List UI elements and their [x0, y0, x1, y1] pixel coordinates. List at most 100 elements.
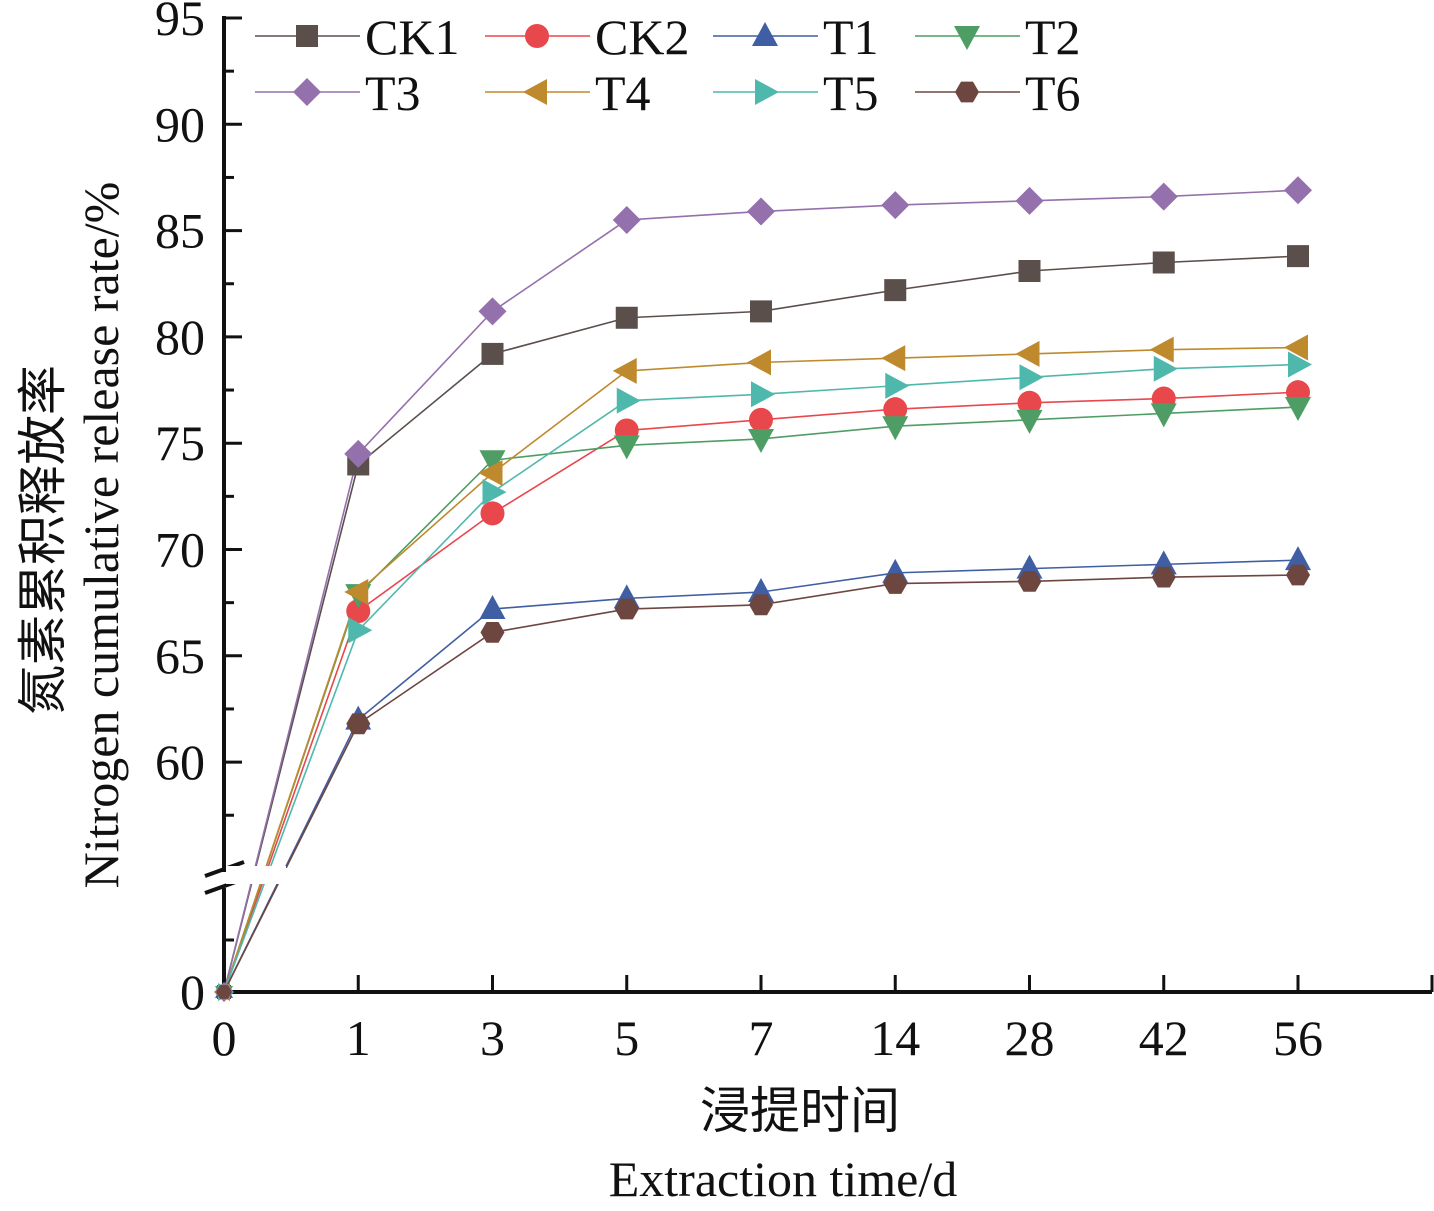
x-axis-title-cn: 浸提时间: [700, 1083, 900, 1139]
data-point-t5: [1288, 351, 1312, 378]
data-point-t3: [747, 197, 775, 226]
legend-item-t4: T4: [485, 65, 651, 121]
data-point-t3: [478, 297, 507, 326]
legend-label: T6: [1025, 65, 1081, 121]
data-point-t4: [881, 345, 906, 372]
data-point-ck2: [346, 599, 371, 624]
data-point-t5: [482, 479, 507, 506]
data-point-t3: [881, 191, 910, 220]
data-point-t6: [614, 598, 639, 620]
data-point-t5: [348, 617, 373, 644]
axes: 0 1 3 5 7 14 28 42 56 60 65 70 75 80 85 90 95 0: [155, 0, 1434, 1066]
legend-label: CK2: [595, 9, 689, 65]
legend-item-t5: T5: [713, 65, 879, 121]
legend-marker-ck2-icon: [525, 24, 549, 48]
y-tick-label: 70: [155, 522, 205, 578]
data-point-t2: [1150, 403, 1177, 428]
data-point-ck2: [1017, 390, 1042, 415]
data-point-ck1: [481, 342, 504, 365]
data-point-t6: [480, 622, 505, 643]
series-line-t6: [223, 574, 1299, 993]
data-point-t6: [1286, 564, 1310, 586]
series-markers: [214, 176, 1312, 1002]
y-tick-label: 85: [155, 203, 205, 259]
legend-marker-t4-icon: [523, 79, 547, 105]
legend-label: T5: [823, 65, 879, 121]
x-tick-label: 7: [749, 1010, 774, 1066]
x-tick-label: 28: [1005, 1010, 1055, 1066]
data-point-t6: [1017, 571, 1042, 592]
data-point-t3: [612, 205, 641, 234]
data-point-t2: [748, 428, 774, 453]
series-line-ck2: [223, 391, 1299, 993]
data-point-t4: [1015, 340, 1040, 367]
data-point-t4: [478, 459, 503, 486]
legend-marker-t2-icon: [954, 26, 980, 50]
x-tick-label: 14: [870, 1010, 920, 1066]
axis-titles: 浸提时间 Extraction time/d 氮素累积释放率 Nitrogen …: [15, 182, 957, 1207]
legend-marker-t5-icon: [755, 79, 779, 105]
data-point-t2: [479, 450, 506, 475]
legend-label: T3: [365, 65, 421, 121]
data-point-ck1: [750, 300, 772, 323]
data-point-t2: [1285, 397, 1311, 422]
data-point-t3: [1015, 186, 1044, 215]
legend-item-ck2: CK2: [485, 9, 689, 65]
data-point-ck1: [884, 279, 907, 302]
y-tick-label: 60: [155, 734, 205, 790]
legend-item-ck1: CK1: [255, 9, 459, 65]
data-point-ck1: [615, 306, 638, 329]
legend-label: T1: [823, 9, 879, 65]
x-tick-label: 56: [1273, 1010, 1323, 1066]
legend-item-t6: T6: [915, 65, 1081, 121]
x-tick-label: 42: [1139, 1010, 1189, 1066]
legend-item-t2: T2: [915, 9, 1081, 65]
x-tick-label: 1: [346, 1010, 371, 1066]
data-point-t5: [751, 381, 775, 408]
data-point-ck1: [1018, 259, 1041, 282]
legend-item-t1: T1: [713, 9, 879, 65]
y-tick-label: 95: [155, 0, 205, 46]
axis-break-mark: [204, 860, 245, 878]
data-point-t4: [747, 349, 771, 376]
data-point-t6: [883, 573, 908, 594]
data-point-ck1: [1152, 251, 1175, 274]
data-point-t6: [216, 985, 232, 999]
y-tick-label: 90: [155, 96, 205, 152]
series-line-t1: [223, 559, 1299, 993]
x-tick-label: 5: [614, 1010, 639, 1066]
legend: CK1 CK2 T1 T2 T3 T4 T5 T6: [255, 9, 1081, 121]
legend-item-t3: T3: [255, 65, 421, 121]
legend-label: CK1: [365, 9, 459, 65]
legend-marker-t3-icon: [293, 78, 321, 106]
data-point-t6: [346, 713, 371, 735]
data-point-t3: [1284, 176, 1312, 205]
y-tick-label: 80: [155, 309, 205, 365]
x-tick-label: 0: [212, 1010, 237, 1066]
y-axis-title-cn: 氮素累积释放率: [15, 365, 71, 715]
data-point-t5: [1019, 364, 1044, 391]
y-tick-label: 0: [180, 964, 205, 1020]
x-axis-title: Extraction time/d: [609, 1151, 958, 1207]
data-point-ck2: [883, 397, 908, 422]
data-point-t3: [344, 439, 373, 468]
data-point-t5: [616, 387, 641, 414]
legend-marker-t1-icon: [752, 22, 778, 46]
data-point-t6: [749, 594, 773, 616]
y-tick-label: 65: [155, 628, 205, 684]
data-point-t2: [1016, 409, 1043, 434]
data-point-t1: [1285, 546, 1311, 571]
y-axis-title: Nitrogen cumulative release rate/%: [73, 182, 129, 889]
axis-break-gap: [226, 866, 286, 884]
data-point-ck2: [480, 501, 505, 526]
data-point-t1: [479, 595, 506, 620]
y-tick-label: 75: [155, 415, 205, 471]
data-point-t4: [344, 579, 369, 606]
data-point-t4: [1149, 336, 1174, 363]
data-point-t5: [885, 372, 910, 399]
data-point-t2: [613, 435, 640, 460]
data-point-t6: [1151, 566, 1176, 588]
data-point-ck1: [1287, 245, 1309, 268]
legend-marker-t6-icon: [955, 81, 979, 103]
